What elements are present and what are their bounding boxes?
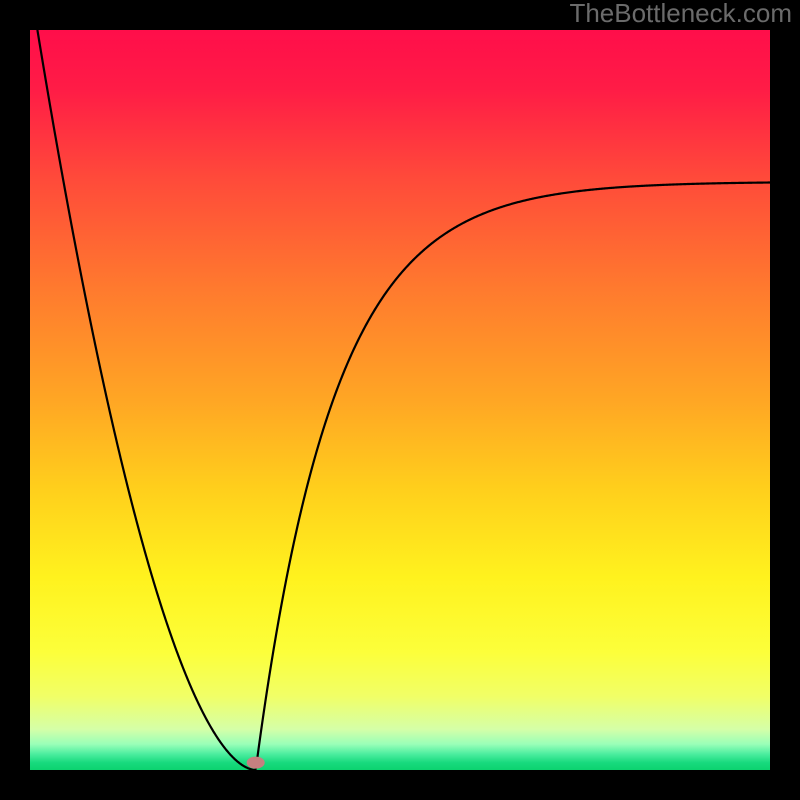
minimum-marker: [247, 757, 265, 769]
watermark-text: TheBottleneck.com: [569, 0, 792, 28]
plot-area: [30, 30, 770, 770]
bottleneck-chart: TheBottleneck.com: [0, 0, 800, 800]
